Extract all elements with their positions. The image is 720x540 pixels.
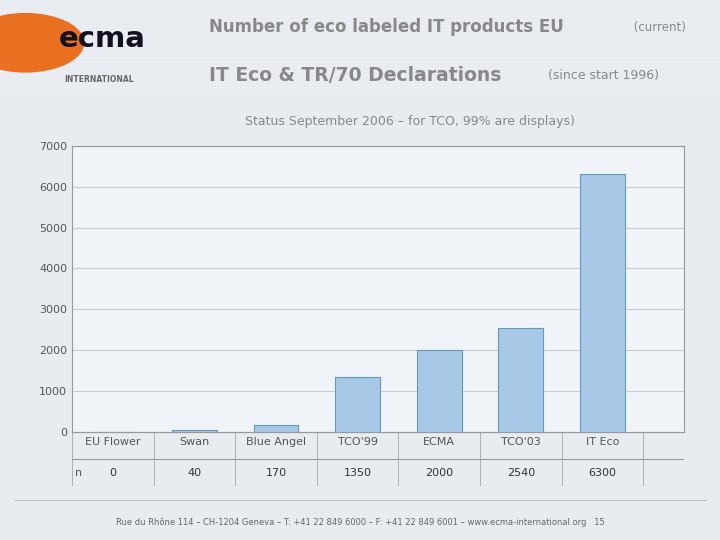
Bar bbox=[172, 430, 217, 432]
Text: 2540: 2540 bbox=[507, 468, 535, 477]
Text: Status September 2006 – for TCO, 99% are displays): Status September 2006 – for TCO, 99% are… bbox=[246, 115, 575, 128]
Bar bbox=[253, 425, 299, 432]
Bar bbox=[498, 328, 543, 432]
Text: (current): (current) bbox=[630, 21, 686, 33]
Text: IT Eco & TR/70 Declarations: IT Eco & TR/70 Declarations bbox=[209, 66, 501, 85]
Text: Rue du Rhône 114 – CH-1204 Geneva – T: +41 22 849 6000 – F: +41 22 849 6001 – ww: Rue du Rhône 114 – CH-1204 Geneva – T: +… bbox=[116, 518, 604, 528]
Text: INTERNATIONAL: INTERNATIONAL bbox=[64, 75, 134, 84]
Text: n: n bbox=[75, 468, 82, 477]
Text: 2000: 2000 bbox=[425, 468, 454, 477]
Text: Number of eco labeled IT products EU: Number of eco labeled IT products EU bbox=[209, 18, 564, 36]
Text: ecma: ecma bbox=[58, 25, 145, 53]
Text: 1350: 1350 bbox=[343, 468, 372, 477]
Text: 40: 40 bbox=[187, 468, 202, 477]
Circle shape bbox=[0, 14, 84, 72]
Text: 170: 170 bbox=[266, 468, 287, 477]
Bar bbox=[580, 174, 625, 432]
Text: 6300: 6300 bbox=[588, 468, 616, 477]
Bar bbox=[335, 377, 380, 432]
Text: 0: 0 bbox=[109, 468, 117, 477]
Text: (since start 1996): (since start 1996) bbox=[544, 69, 659, 82]
Bar bbox=[417, 350, 462, 432]
